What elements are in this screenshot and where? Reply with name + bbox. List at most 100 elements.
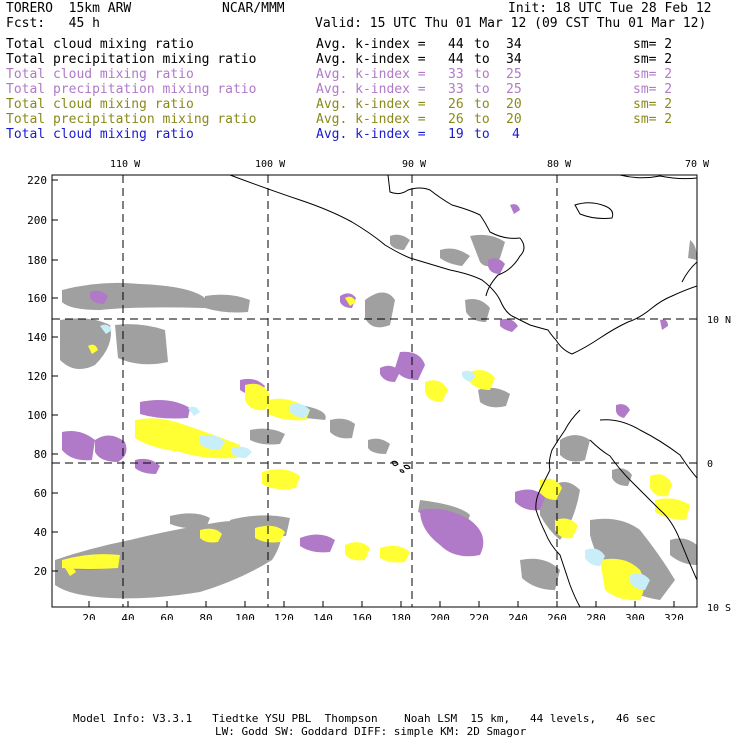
legend-field: Total precipitation mixing ratio	[6, 112, 257, 127]
legend-from: 44	[448, 37, 464, 52]
legend-to-word: to	[474, 52, 490, 67]
legend-to: 25	[506, 82, 522, 97]
legend-row: Total cloud mixing ratio Avg. k-index = …	[6, 67, 672, 82]
legend-to-word: to	[474, 97, 490, 112]
lon-label: 90 W	[402, 159, 427, 170]
x-tick-label: 40	[121, 612, 134, 620]
y-tick-label: 20	[34, 565, 47, 578]
lon-label: 70 W	[685, 159, 710, 170]
lightblue-cloud-field	[100, 324, 650, 590]
legend-field: Total precipitation mixing ratio	[6, 52, 257, 67]
legend-to-word: to	[474, 67, 490, 82]
legend-to: 20	[506, 97, 522, 112]
legend-to: 34	[506, 52, 522, 67]
gray-cloud-field	[55, 234, 697, 600]
y-tick-label: 200	[27, 214, 47, 227]
legend-field: Total cloud mixing ratio	[6, 37, 194, 52]
legend-index: Avg. k-index =	[316, 37, 434, 52]
legend-row: Total precipitation mixing ratio Avg. k-…	[6, 52, 672, 67]
legend-from: 33	[448, 67, 464, 82]
legend-to: 4	[512, 127, 520, 142]
y-tick-labels: 220 200 180 160 140 120 100 80 60 40 20	[27, 174, 47, 578]
x-tick-label: 260	[547, 612, 567, 620]
lat-label: 10 S	[707, 603, 731, 614]
x-tick-label: 220	[469, 612, 489, 620]
legend-from: 26	[448, 97, 464, 112]
x-tick-label: 280	[586, 612, 606, 620]
legend-index: Avg. k-index =	[316, 97, 434, 112]
x-tick-label: 240	[508, 612, 528, 620]
legend-to-word: to	[474, 127, 490, 142]
legend-from: 44	[448, 52, 464, 67]
legend-sm: sm= 2	[633, 82, 673, 97]
x-tick-label: 160	[352, 612, 372, 620]
x-tick-label: 60	[160, 612, 173, 620]
x-tick-label: 140	[313, 612, 333, 620]
legend-field: Total cloud mixing ratio	[6, 127, 194, 142]
legend-index: Avg. k-index =	[316, 67, 434, 82]
lon-label: 100 W	[255, 159, 286, 170]
legend-field: Total cloud mixing ratio	[6, 97, 194, 112]
legend-row: Total precipitation mixing ratio Avg. k-…	[6, 82, 672, 97]
legend-sm: sm= 2	[633, 52, 673, 67]
legend-to-word: to	[474, 112, 490, 127]
map-frame	[51, 174, 698, 608]
y-tick-label: 180	[27, 254, 47, 267]
y-tick-label: 60	[34, 487, 47, 500]
x-tick-label: 320	[664, 612, 684, 620]
y-tick-label: 160	[27, 292, 47, 305]
physics-info-line: LW: Godd SW: Goddard DIFF: simple KM: 2D…	[215, 725, 527, 738]
field-layer	[55, 204, 697, 601]
legend-index: Avg. k-index =	[316, 127, 434, 142]
y-tick-label: 100	[27, 409, 47, 422]
model-info-line: Model Info: V3.3.1 Tiedtke YSU PBL Thomp…	[73, 712, 656, 725]
legend-field: Total cloud mixing ratio	[6, 67, 194, 82]
legend-row: Total precipitation mixing ratio Avg. k-…	[6, 112, 672, 127]
legend-index: Avg. k-index =	[316, 52, 434, 67]
legend-sm: sm= 2	[633, 37, 673, 52]
lon-label: 110 W	[110, 159, 141, 170]
legend-sm: sm= 2	[633, 97, 673, 112]
lat-lon-grid	[52, 175, 697, 607]
lat-label: 0	[707, 459, 713, 470]
legend-to: 20	[506, 112, 522, 127]
longitude-labels: 110 W 100 W 90 W 80 W 70 W	[110, 159, 710, 170]
legend-from: 19	[448, 127, 464, 142]
lon-label: 80 W	[547, 159, 572, 170]
y-tick-label: 220	[27, 174, 47, 187]
latitude-labels: 10 N 0 10 S	[707, 315, 731, 614]
legend-to: 34	[506, 37, 522, 52]
forecast-map: 110 W 100 W 90 W 80 W 70 W 10 N 0 10 S 2…	[27, 159, 731, 620]
y-tick-label: 40	[34, 526, 47, 539]
x-tick-label: 100	[235, 612, 255, 620]
institute-label: NCAR/MMM	[222, 1, 285, 16]
y-tick-label: 80	[34, 448, 47, 461]
legend-from: 33	[448, 82, 464, 97]
legend-row: Total cloud mixing ratio Avg. k-index = …	[6, 97, 672, 112]
legend-sm: sm= 2	[633, 112, 673, 127]
y-tick-label: 140	[27, 331, 47, 344]
x-tick-label: 200	[430, 612, 450, 620]
legend-row: Total cloud mixing ratio Avg. k-index = …	[6, 127, 520, 142]
init-time: Init: 18 UTC Tue 28 Feb 12	[508, 1, 712, 16]
legend-index: Avg. k-index =	[316, 82, 434, 97]
legend-field: Total precipitation mixing ratio	[6, 82, 257, 97]
purple-cloud-field	[62, 204, 668, 570]
legend-sm: sm= 2	[633, 67, 673, 82]
coastlines	[229, 175, 697, 607]
model-title: TORERO 15km ARW	[6, 1, 132, 16]
y-tick-label: 120	[27, 370, 47, 383]
x-tick-labels: 20 40 60 80 100 120 140 160 180 200 220 …	[82, 612, 684, 620]
x-tick-label: 80	[199, 612, 212, 620]
x-tick-label: 180	[391, 612, 411, 620]
tick-marks	[52, 179, 675, 607]
legend-to: 25	[506, 67, 522, 82]
valid-time: Valid: 15 UTC Thu 01 Mar 12 (09 CST Thu …	[315, 16, 707, 31]
x-tick-label: 20	[82, 612, 95, 620]
legend-to-word: to	[474, 82, 490, 97]
lat-label: 10 N	[707, 315, 731, 326]
legend-index: Avg. k-index =	[316, 112, 434, 127]
legend-row: Total cloud mixing ratio Avg. k-index = …	[6, 37, 672, 52]
legend-from: 26	[448, 112, 464, 127]
legend-to-word: to	[474, 37, 490, 52]
